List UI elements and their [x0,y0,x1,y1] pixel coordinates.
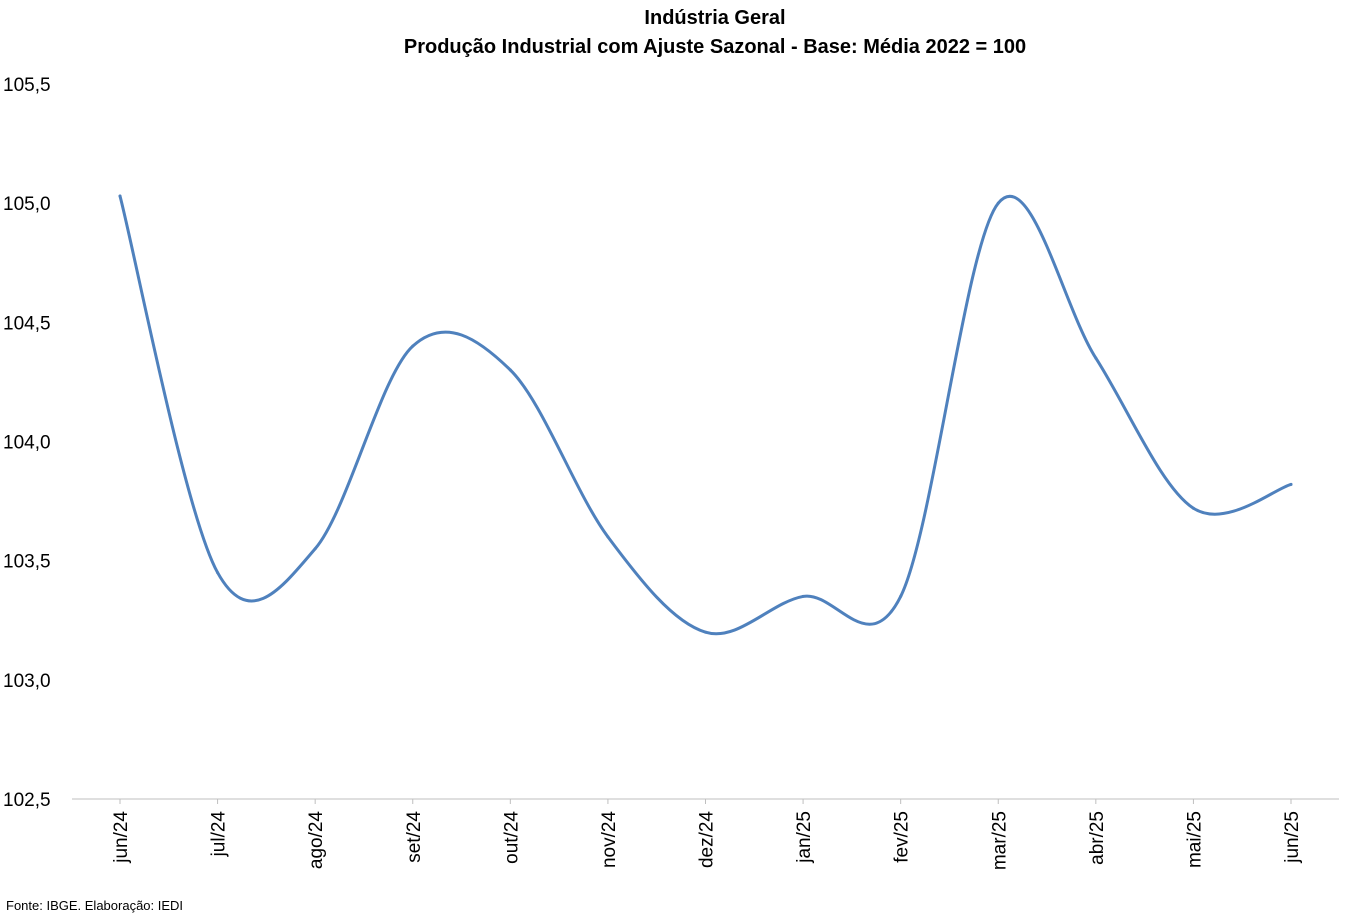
x-axis-tick-labels: jun/24 jul/24 ago/24 set/24 out/24 nov/24 dez/… [111,799,1303,870]
x-tick-label: fev/25 [892,811,913,863]
data-point-ago-24 [313,547,317,551]
x-tick-label: out/24 [501,811,522,864]
data-point-nov-24 [606,535,610,539]
chart-title: Indústria Geral [644,7,785,29]
data-point-abr-25 [1094,356,1098,360]
x-tick-label: ago/24 [306,811,327,870]
source-note: Fonte: IBGE. Elaboração: IEDI [6,898,183,913]
y-axis-tick-labels: 102,5 103,0 103,5 104,0 104,5 105,0 105,5 [3,75,51,811]
x-tick-label: set/24 [404,811,425,863]
y-tick-label: 102,5 [3,790,51,811]
y-tick-label: 104,0 [3,433,51,454]
data-point-jan-25 [801,594,805,598]
x-tick-label: dez/24 [697,811,718,868]
x-tick-label: jan/25 [794,811,815,864]
data-point-fev-25 [899,594,903,598]
y-tick-label: 103,5 [3,552,51,573]
data-point-mar-25 [996,201,1000,205]
x-tick-label: jun/24 [111,811,132,864]
y-tick-label: 105,0 [3,194,51,215]
data-point-jun-25 [1289,482,1293,486]
x-tick-label: mai/25 [1184,811,1205,868]
y-tick-label: 105,5 [3,75,51,96]
data-point-out-24 [508,368,512,372]
chart-subtitle: Produção Industrial com Ajuste Sazonal -… [404,36,1026,58]
series-line-0 [118,194,1293,636]
data-point-jul-24 [216,571,220,575]
x-tick-label: jul/24 [209,811,230,858]
x-tick-label: jun/25 [1282,811,1303,864]
y-tick-label: 103,0 [3,671,51,692]
data-point-jun-24 [118,194,122,198]
x-tick-label: mar/25 [989,811,1010,870]
data-point-set-24 [411,344,415,348]
series-group [118,194,1293,636]
data-point-mai-25 [1191,506,1195,510]
x-tick-label: abr/25 [1087,811,1108,865]
data-point-dez-24 [704,630,707,634]
y-tick-label: 104,5 [3,313,51,334]
x-tick-label: nov/24 [599,811,620,868]
